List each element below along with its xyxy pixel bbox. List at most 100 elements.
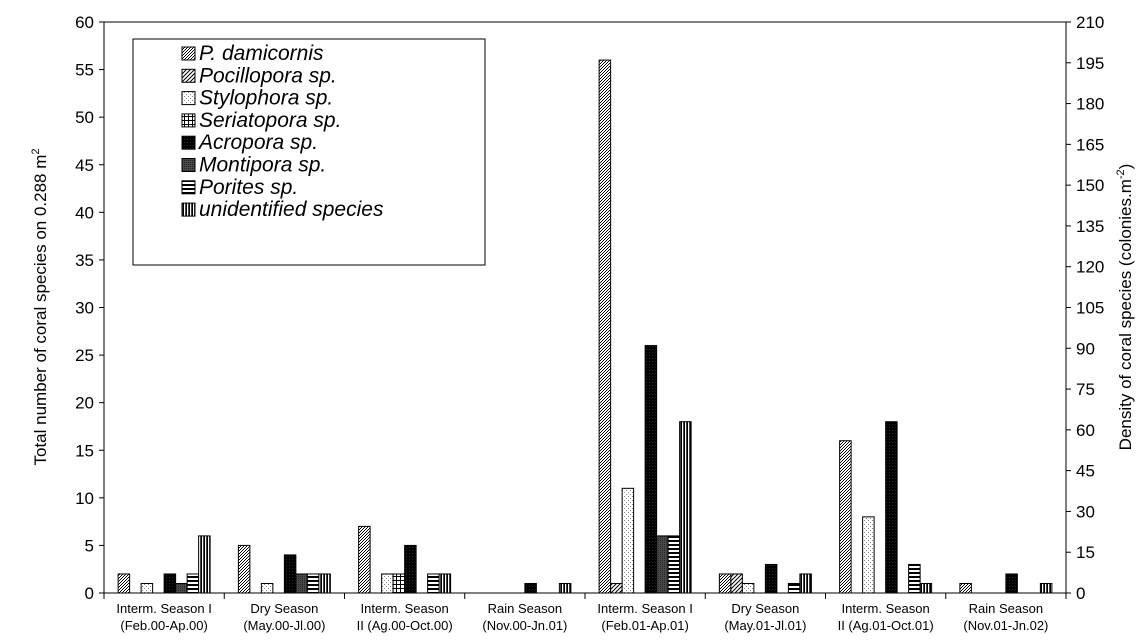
- bar: [283, 554, 297, 594]
- y2-axis-title: Density of coral species (colonies.m-2): [1115, 164, 1135, 451]
- bar: [1005, 573, 1018, 594]
- category-label: (May.00-Jl.00): [243, 618, 325, 633]
- y2-tick-label: 45: [1076, 462, 1095, 481]
- category-label: Dry Season: [731, 601, 799, 616]
- category-label: Interm. Season: [842, 601, 930, 616]
- bar: [959, 582, 972, 594]
- y-axis-title: Total number of coral species on 0.288 m…: [30, 148, 50, 465]
- legend-swatch: [181, 113, 196, 128]
- legend-swatch: [181, 135, 196, 150]
- category-label: Interm. Season: [361, 601, 449, 616]
- legend-label: P. damicornis: [199, 42, 324, 65]
- legend-label: Pocillopora sp.: [199, 64, 337, 87]
- bar: [885, 421, 898, 594]
- category-label: Interm. Season I: [597, 601, 692, 616]
- category-label: Dry Season: [250, 601, 318, 616]
- y-tick-label: 60: [75, 13, 94, 32]
- bar: [1039, 582, 1053, 594]
- y2-tick-label: 15: [1076, 543, 1095, 562]
- legend-label: Stylophora sp.: [199, 87, 333, 110]
- category-label: Rain Season: [969, 601, 1043, 616]
- bar: [799, 573, 812, 594]
- legend-swatch: [181, 202, 196, 217]
- bar: [404, 544, 417, 594]
- y-tick-label: 50: [75, 108, 94, 127]
- y2-tick-label: 105: [1076, 299, 1104, 318]
- y2-tick-label: 60: [1076, 421, 1095, 440]
- bar: [839, 440, 852, 594]
- y-tick-label: 20: [75, 394, 94, 413]
- bar: [730, 573, 743, 594]
- y-tick-label: 15: [75, 441, 94, 460]
- category-label: Interm. Season I: [116, 601, 211, 616]
- bar: [186, 573, 200, 594]
- category-label: (May.01-Jl.01): [724, 618, 806, 633]
- y-tick-label: 35: [75, 251, 94, 270]
- legend-swatch: [181, 46, 196, 61]
- bar: [908, 563, 921, 594]
- y2-tick-label: 180: [1076, 95, 1104, 114]
- category-label: (Nov.00-Jn.01): [482, 618, 567, 633]
- category-label: (Feb.01-Ap.01): [601, 618, 688, 633]
- bar: [318, 573, 331, 594]
- legend-label: Seriatopora sp.: [199, 109, 341, 132]
- y2-tick-label: 120: [1076, 258, 1104, 277]
- y2-tick-label: 165: [1076, 135, 1104, 154]
- bar: [679, 421, 692, 594]
- y2-tick-label: 150: [1076, 176, 1104, 195]
- bar: [117, 573, 131, 594]
- bar: [787, 582, 801, 594]
- bar: [644, 345, 658, 594]
- bar: [427, 573, 440, 594]
- legend-swatch: [181, 91, 196, 106]
- category-label: (Nov.01-Jn.02): [963, 618, 1048, 633]
- y-tick-label: 30: [75, 299, 94, 318]
- legend-label: Porites sp.: [199, 176, 298, 199]
- legend-label: Montipora sp.: [199, 154, 326, 177]
- y-tick-label: 25: [75, 346, 94, 365]
- y2-tick-label: 90: [1076, 339, 1095, 358]
- y-tick-label: 55: [75, 61, 94, 80]
- category-label: Rain Season: [488, 601, 562, 616]
- y2-tick-label: 195: [1076, 54, 1104, 73]
- bar: [140, 582, 154, 594]
- bar: [621, 487, 635, 594]
- category-label: (Feb.00-Ap.00): [120, 618, 207, 633]
- y2-tick-label: 210: [1076, 13, 1104, 32]
- bar: [598, 59, 612, 594]
- legend-label: unidentified species: [199, 198, 384, 221]
- y-tick-label: 10: [75, 489, 94, 508]
- y-tick-label: 40: [75, 203, 94, 222]
- bar: [718, 573, 732, 594]
- bar: [237, 544, 251, 594]
- bar: [764, 563, 778, 594]
- y-tick-label: 45: [75, 156, 94, 175]
- bar: [524, 582, 537, 594]
- bar: [667, 535, 681, 594]
- bar: [610, 582, 623, 594]
- bar: [919, 582, 933, 594]
- bar: [295, 573, 308, 594]
- legend-swatch: [181, 180, 196, 195]
- category-label: II (Ag.01-Oct.01): [838, 618, 934, 633]
- bar: [558, 582, 572, 594]
- category-label: II (Ag.00-Oct.00): [357, 618, 453, 633]
- bar: [862, 516, 875, 594]
- legend-label: Acropora sp.: [197, 131, 318, 154]
- bar: [175, 582, 188, 594]
- bar: [392, 573, 406, 594]
- bar: [260, 582, 274, 594]
- bar: [656, 535, 669, 594]
- bar: [198, 535, 211, 594]
- y2-tick-label: 0: [1076, 584, 1085, 603]
- bar: [306, 573, 320, 594]
- bar: [381, 573, 394, 594]
- legend-swatch: [181, 158, 196, 172]
- y-tick-label: 0: [85, 584, 94, 603]
- bar: [438, 573, 452, 594]
- y-tick-label: 5: [85, 536, 94, 555]
- y2-tick-label: 30: [1076, 502, 1095, 521]
- bar: [358, 525, 371, 594]
- y2-tick-label: 135: [1076, 217, 1104, 236]
